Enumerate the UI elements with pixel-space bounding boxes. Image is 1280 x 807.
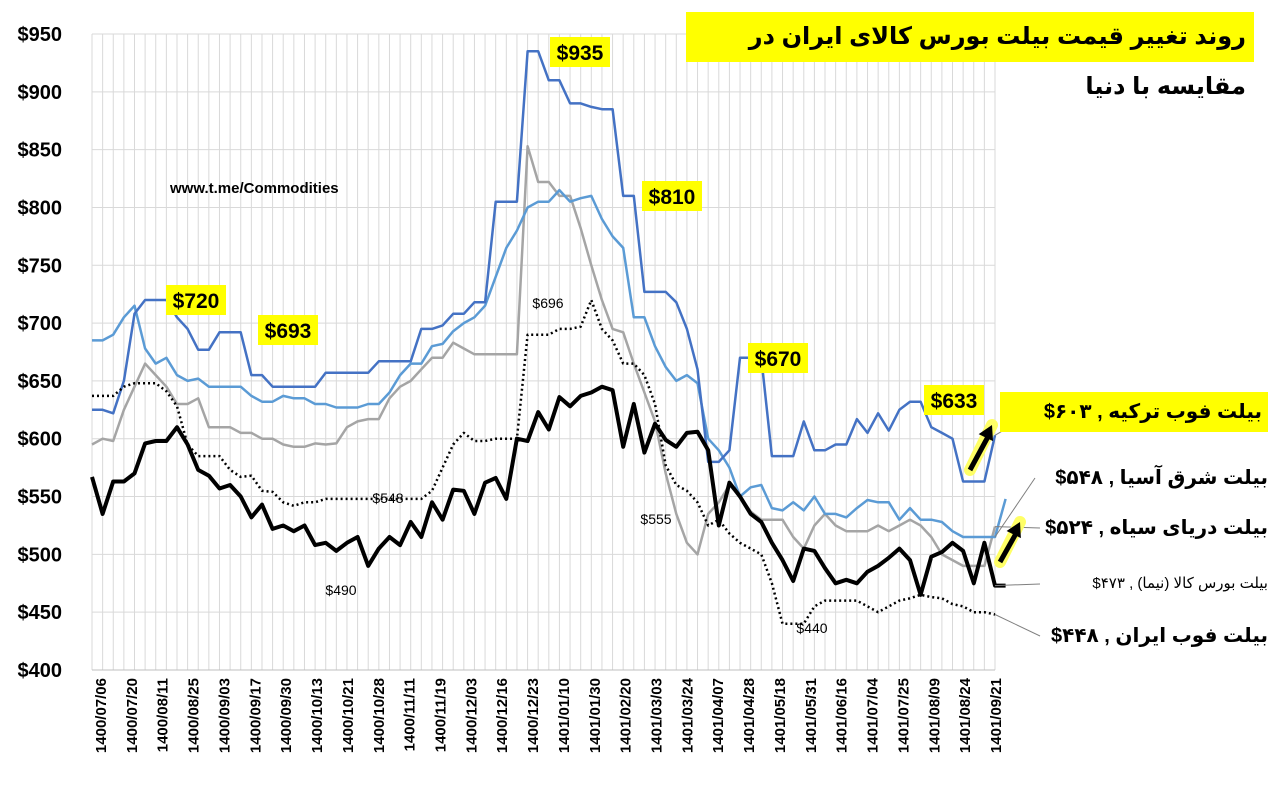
chart-title: روند تغییر قیمت بیلت بورس کالای ایران در…: [748, 23, 1246, 100]
annotation-highlight: [166, 285, 226, 315]
trend-arrow-head: [1006, 522, 1021, 539]
x-tick-label: 1401/05/31: [803, 678, 820, 753]
trend-arrow-head: [978, 425, 994, 442]
legend-asia: بیلت شرق آسیا , ۵۴۸$: [1055, 467, 1268, 489]
y-tick-label: $550: [18, 487, 63, 509]
x-tick-label: 1400/09/03: [216, 678, 233, 753]
x-tick-label: 1401/03/24: [679, 677, 696, 753]
x-tick-label: 1401/02/20: [618, 678, 635, 753]
x-tick-label: 1401/01/30: [587, 678, 604, 753]
annotation-label: $720: [173, 290, 220, 313]
y-tick-label: $450: [18, 602, 63, 624]
y-tick-label: $600: [18, 429, 63, 451]
x-tick-label: 1401/05/18: [772, 678, 789, 753]
x-tick-label: 1400/09/17: [247, 678, 264, 753]
annotation-label: $548: [372, 490, 403, 506]
trend-arrow: [967, 431, 993, 472]
trend-arrow: [997, 528, 1021, 564]
x-tick-label: 1400/11/19: [432, 678, 449, 752]
series-line-blacksea: [91, 144, 997, 568]
annotation-highlight: [748, 343, 808, 373]
y-tick-label: $950: [18, 24, 63, 46]
annotation-label: $440: [796, 620, 827, 636]
annotation-label: $810: [649, 186, 696, 209]
x-tick-label: 1400/07/20: [124, 678, 141, 753]
title-highlight: [686, 12, 1254, 62]
y-tick-label: $500: [18, 544, 63, 566]
y-tick-label: $900: [18, 82, 63, 104]
connector-ime: [994, 583, 1041, 587]
series-line-iran: [92, 298, 996, 625]
legend-iran: بیلت فوب ایران , ۴۴۸$: [1050, 625, 1268, 647]
annotation-label: $633: [931, 390, 978, 413]
y-tick-label: $800: [18, 197, 63, 219]
legend-turkey: بیلت فوب ترکیه , ۶۰۳$: [1000, 392, 1268, 432]
x-tick-label: 1400/12/23: [525, 678, 542, 753]
x-tick-label: 1400/10/21: [340, 678, 357, 753]
annotation-highlight: [258, 315, 318, 345]
series-line-asia: [92, 188, 1007, 539]
annotation-label: $490: [325, 582, 356, 598]
x-tick-label: 1401/01/10: [556, 678, 573, 753]
y-tick-label: $750: [18, 255, 63, 277]
series-line-ime: [90, 384, 1006, 597]
annotation-label: $696: [532, 295, 563, 311]
x-tick-label: 1400/09/30: [278, 678, 295, 753]
annotation-label: $670: [755, 348, 802, 371]
series-line-turkey: [92, 50, 997, 483]
y-tick-label: $850: [18, 140, 63, 162]
x-tick-label: 1400/08/25: [186, 678, 203, 753]
legend-blacksea: بیلت دریای سیاه , ۵۲۴$: [1045, 517, 1268, 539]
y-axis: $400 $450 $500 $550 $600 $650 $700 $750 $800 $850…: [18, 24, 63, 682]
x-tick-label: 1401/04/28: [741, 678, 758, 753]
x-tick-label: 1400/12/16: [494, 678, 511, 753]
watermark-link[interactable]: www.t.me/Commodities: [170, 180, 339, 197]
annotation-highlight: [550, 37, 610, 67]
annotation-highlight: [924, 385, 984, 415]
connector-iran: [994, 614, 1041, 637]
chart-series: [90, 50, 1007, 625]
x-tick-label: 1401/08/09: [926, 678, 943, 753]
x-tick-label: 1400/07/06: [93, 678, 110, 753]
x-axis: 1400/07/06 1400/07/20 1400/08/11 1400/08/25…: [93, 677, 1005, 753]
y-tick-label: $650: [18, 371, 63, 393]
trend-arrows: [964, 419, 1026, 568]
chart-annotations: $720 $693 $935 $810 $670 $633 $696 $548 $555 $490…: [166, 37, 984, 636]
y-tick-label: $700: [18, 313, 63, 335]
x-tick-label: 1401/04/07: [710, 678, 727, 753]
chart-grid: [91, 33, 996, 671]
x-tick-label: 1400/12/03: [463, 678, 480, 753]
legend-ime: بیلت بورس کالا (نیما) , ۴۷۳$: [1092, 575, 1268, 592]
x-tick-label: 1401/03/03: [649, 678, 666, 753]
annotation-highlight: [642, 181, 702, 211]
annotation-label: $935: [557, 42, 604, 65]
y-tick-label: $400: [18, 660, 63, 682]
annotation-label: $693: [265, 320, 312, 343]
x-tick-label: 1401/06/16: [834, 678, 851, 753]
x-tick-label: 1400/10/28: [371, 678, 388, 753]
x-tick-label: 1401/08/24: [957, 677, 974, 753]
x-tick-label: 1400/10/13: [309, 678, 326, 753]
x-tick-label: 1401/07/25: [895, 678, 912, 753]
x-tick-label: 1400/11/11: [402, 678, 419, 751]
x-tick-label: 1400/08/11: [155, 678, 172, 752]
x-tick-label: 1401/07/04: [865, 677, 882, 753]
annotation-label: $555: [640, 511, 671, 527]
x-tick-label: 1401/09/21: [988, 678, 1005, 753]
